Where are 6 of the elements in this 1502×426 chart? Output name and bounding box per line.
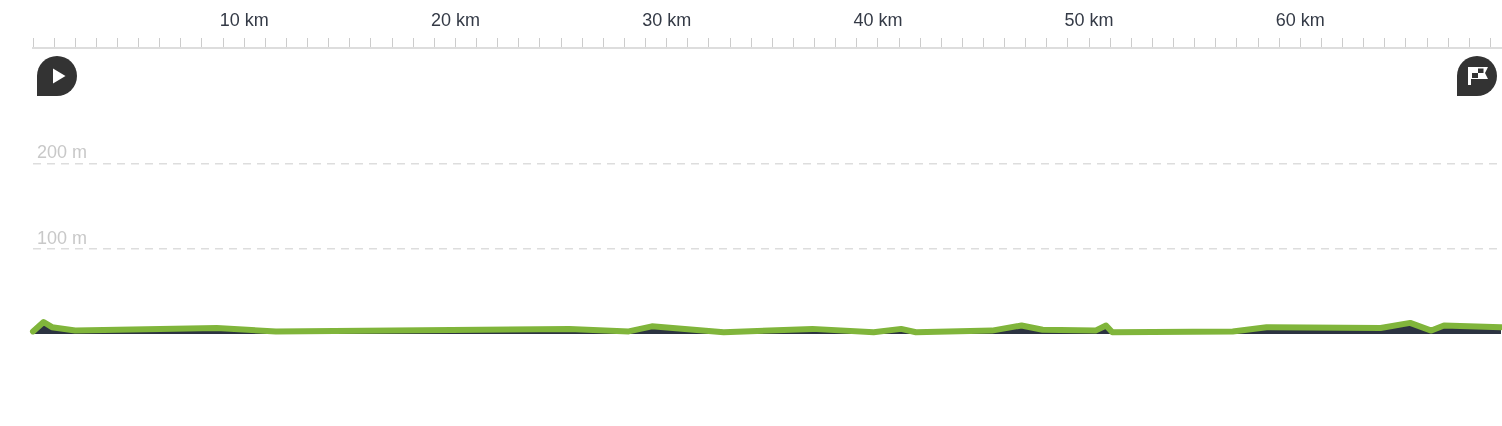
x-tick-label: 40 km bbox=[853, 10, 903, 31]
x-tick-label: 60 km bbox=[1275, 10, 1325, 31]
x-tick-label: 10 km bbox=[219, 10, 269, 31]
x-tick-label: 20 km bbox=[430, 10, 480, 31]
x-tick-label: 30 km bbox=[642, 10, 692, 31]
x-tick-label: 50 km bbox=[1064, 10, 1114, 31]
